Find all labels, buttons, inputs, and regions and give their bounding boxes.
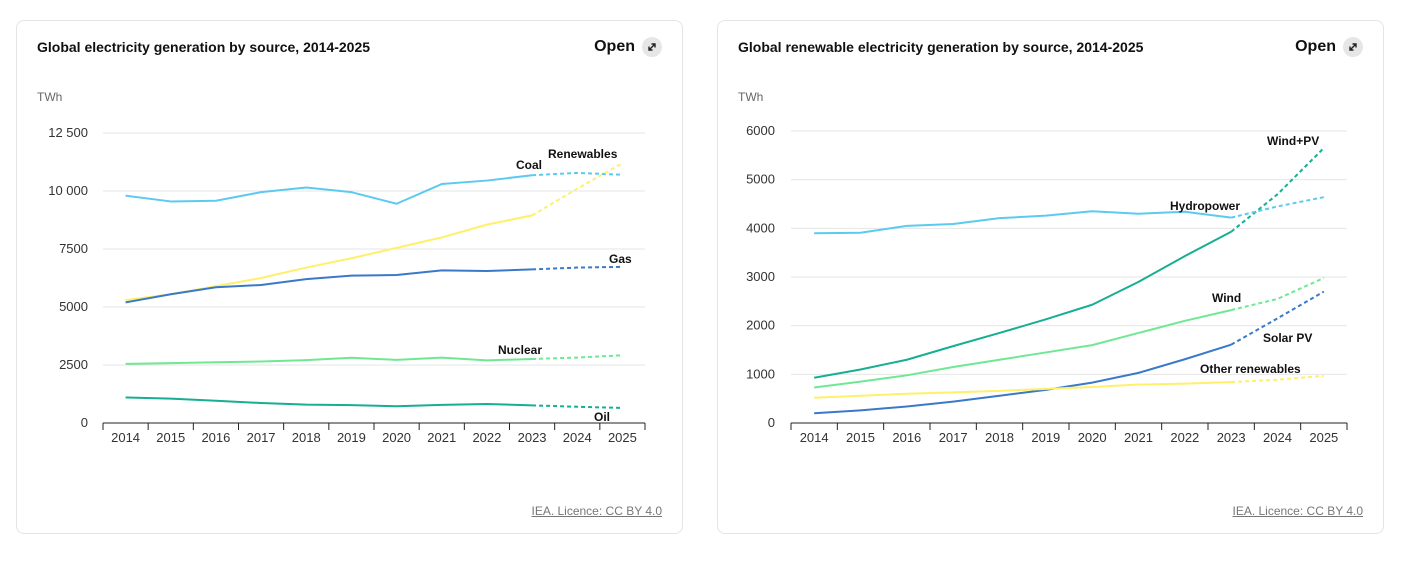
expand-icon [642,37,662,57]
chart-card-renewables: Global renewable electricity generation … [717,20,1384,534]
series-label-hydropower: Hydropower [1170,199,1240,213]
x-tick-label: 2015 [156,430,185,445]
x-tick-label: 2022 [472,430,501,445]
series-forecast-wind [1230,277,1325,312]
y-tick-label: 12 500 [48,125,88,140]
chart-card-electricity: Global electricity generation by source,… [16,20,683,534]
series-label-gas: Gas [609,252,632,266]
y-axis-unit: TWh [738,90,763,104]
x-tick-label: 2024 [1263,430,1292,445]
line-chart-renewables: TWh 0 1000 2000 3000 4000 5000 6000 2014 2015 2016… [738,90,1348,445]
x-tick-label: 2022 [1170,430,1199,445]
open-label: Open [594,38,635,55]
y-axis-unit: TWh [37,90,62,104]
series-label-coal: Coal [516,158,542,172]
open-button[interactable]: Open [594,37,662,57]
series-forecast-hydropower [1230,196,1325,219]
series-line-nuclear [125,356,533,365]
series-forecast-oil [532,404,623,409]
series-line-wind [814,309,1232,389]
series-forecast-nuclear [532,354,623,360]
y-tick-label: 10 000 [48,183,88,198]
series-forecast-wind-pv [1230,147,1325,233]
x-tick-label: 2023 [518,430,547,445]
y-tick-label: 0 [768,415,775,430]
x-tick-label: 2015 [846,430,875,445]
y-tick-label: 6000 [746,123,775,138]
x-tick-label: 2016 [201,430,230,445]
x-tick-label: 2021 [427,430,456,445]
series-label-renewables: Renewables [548,147,618,161]
series-forecast-gas [532,265,623,271]
series-label-other-renewables: Other renewables [1200,362,1301,376]
x-tick-label: 2017 [247,430,276,445]
series-label-solar-pv: Solar PV [1263,331,1312,345]
series-label-wind: Wind [1212,291,1241,305]
open-button[interactable]: Open [1295,37,1363,57]
series-line-oil [125,396,533,408]
x-tick-label: 2025 [608,430,637,445]
licence-link[interactable]: IEA. Licence: CC BY 4.0 [1232,504,1363,518]
x-tick-label: 2018 [292,430,321,445]
series-label-nuclear: Nuclear [498,343,542,357]
series-forecast-renewables [531,162,623,217]
y-tick-label: 2000 [746,318,775,333]
x-tick-label: 2025 [1309,430,1338,445]
x-tick-label: 2020 [1078,430,1107,445]
x-tick-label: 2020 [382,430,411,445]
y-tick-label: 7500 [59,241,88,256]
series-line-renewables [125,214,533,302]
open-label: Open [1295,38,1336,55]
series-line-other-renewables [814,381,1232,399]
series-line-coal [125,174,533,205]
x-tick-label: 2014 [111,430,140,445]
y-tick-label: 5000 [746,172,775,187]
x-tick-label: 2016 [892,430,921,445]
y-tick-label: 4000 [746,220,775,235]
licence-link[interactable]: IEA. Licence: CC BY 4.0 [531,504,662,518]
x-tick-label: 2014 [800,430,829,445]
y-tick-label: 0 [81,415,88,430]
x-tick-label: 2023 [1217,430,1246,445]
y-tick-label: 1000 [746,366,775,381]
x-tick-label: 2024 [563,430,592,445]
card-title: Global electricity generation by source,… [37,39,371,55]
series-forecast-coal [532,171,623,177]
x-tick-label: 2021 [1124,430,1153,445]
series-label-wind-pv: Wind+PV [1267,134,1319,148]
x-tick-label: 2019 [1031,430,1060,445]
series-forecast-solar-pv [1230,290,1325,346]
series-forecast-other-renewables [1231,374,1324,384]
series-line-gas [125,268,533,304]
series-line-hydropower [814,210,1232,235]
series-line-wind-pv [813,230,1232,379]
y-tick-label: 3000 [746,269,775,284]
expand-icon [1343,37,1363,57]
y-tick-label: 2500 [59,357,88,372]
series-line-solar-pv [814,343,1232,415]
x-tick-label: 2017 [939,430,968,445]
line-chart-electricity: TWh 0 2500 5000 7500 10 000 12 500 2014 2015 2016… [37,90,646,445]
card-title: Global renewable electricity generation … [738,39,1144,55]
x-tick-label: 2019 [337,430,366,445]
y-tick-label: 5000 [59,299,88,314]
series-label-oil: Oil [594,410,610,424]
x-tick-label: 2018 [985,430,1014,445]
